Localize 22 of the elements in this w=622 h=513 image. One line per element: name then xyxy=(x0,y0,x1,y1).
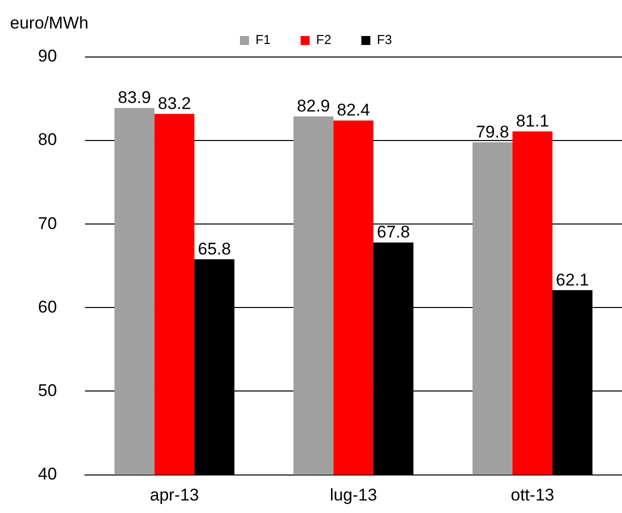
data-label: 79.8 xyxy=(476,122,510,142)
x-tick-label: ott-13 xyxy=(510,486,554,505)
y-tick-label: 50 xyxy=(38,380,57,400)
x-tick-label: lug-13 xyxy=(330,486,378,505)
data-label: 81.1 xyxy=(516,112,550,131)
data-label: 83.9 xyxy=(118,88,151,108)
x-tick-label: apr-13 xyxy=(150,486,199,505)
legend-label: F1 xyxy=(255,32,271,48)
legend-label: F2 xyxy=(316,32,332,48)
data-label: 65.8 xyxy=(198,239,231,258)
y-tick-label: 70 xyxy=(38,214,57,233)
y-tick-label: 60 xyxy=(38,297,57,316)
data-label: 82.4 xyxy=(336,100,370,120)
y-tick-label: 80 xyxy=(38,130,57,150)
y-tick-label: 40 xyxy=(38,464,57,484)
data-label: 83.2 xyxy=(158,94,191,114)
legend-label: F3 xyxy=(376,32,392,48)
y-axis-title: euro/MWh xyxy=(10,14,88,33)
data-label: 82.9 xyxy=(296,96,330,116)
data-label: 67.8 xyxy=(376,222,410,242)
data-label: 62.1 xyxy=(556,270,590,290)
y-tick-label: 90 xyxy=(38,46,57,66)
